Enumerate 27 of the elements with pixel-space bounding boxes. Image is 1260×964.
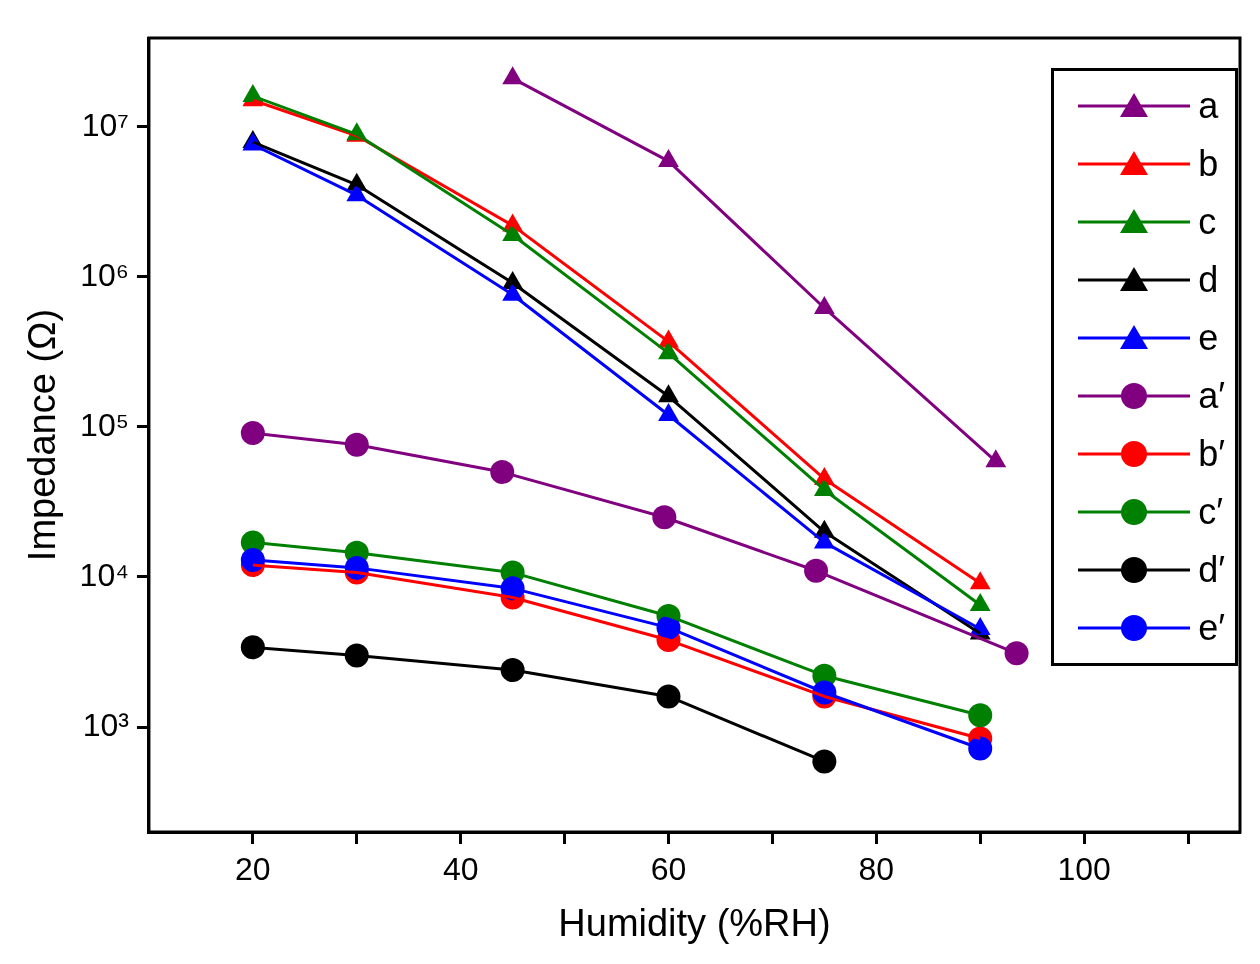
y-tick-label: 10⁴ — [79, 556, 129, 593]
legend-label: d — [1198, 259, 1219, 301]
x-tick-label: 80 — [858, 851, 895, 888]
legend-label: e′ — [1198, 607, 1225, 649]
legend-label: c′ — [1198, 491, 1223, 533]
x-tick-label: 20 — [235, 851, 271, 888]
point — [968, 703, 993, 728]
legend-label: b′ — [1198, 433, 1225, 475]
point — [240, 635, 265, 660]
legend-label: a′ — [1198, 375, 1225, 417]
point — [1004, 641, 1029, 666]
legend-label: b — [1198, 143, 1219, 185]
legend-label: a — [1198, 85, 1219, 127]
x-tick-label: 40 — [442, 851, 479, 888]
x-tick-label: 60 — [650, 851, 687, 888]
point — [812, 749, 837, 774]
legend-label: c — [1198, 201, 1217, 243]
point — [240, 421, 265, 446]
legend-label: d′ — [1198, 549, 1225, 591]
legend-label: e — [1198, 317, 1219, 359]
y-axis-title: Impedance (Ω) — [21, 308, 64, 562]
y-tick-label: 10⁵ — [80, 406, 129, 443]
x-axis-title: Humidity (%RH) — [558, 901, 831, 944]
y-tick-label: 10⁶ — [80, 256, 129, 293]
y-tick-label: 10⁷ — [81, 106, 129, 143]
x-tick-label: 100 — [1057, 851, 1111, 888]
y-tick-label: 10³ — [82, 706, 130, 743]
